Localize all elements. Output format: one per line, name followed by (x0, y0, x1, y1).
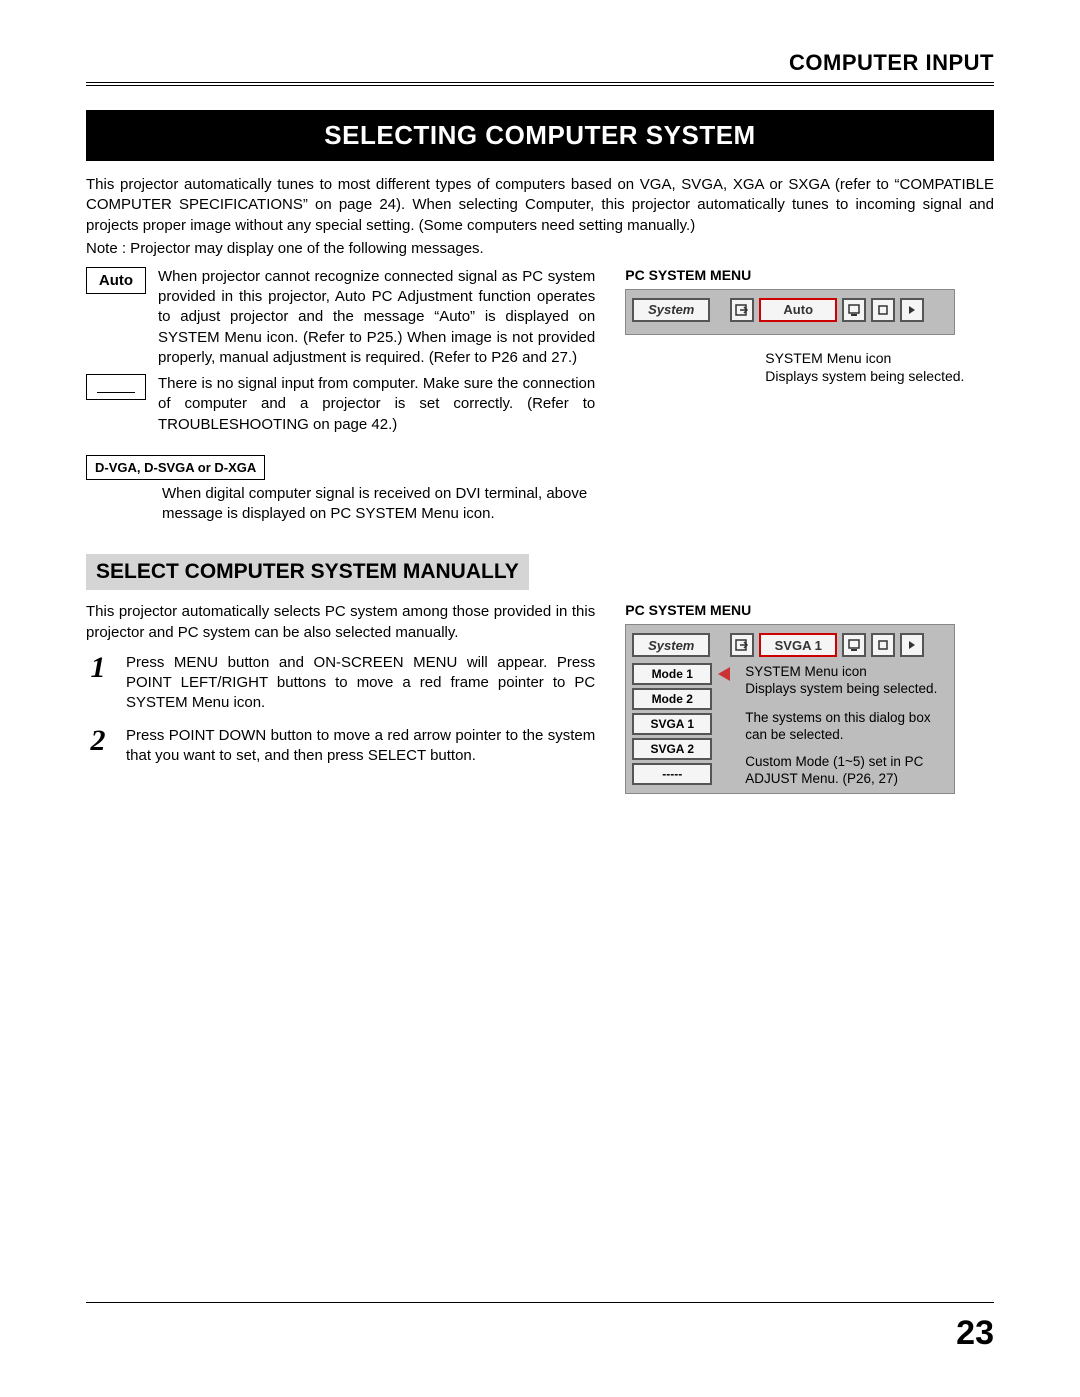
note-line: Note : Projector may display one of the … (86, 240, 994, 257)
menu1-callout: SYSTEM Menu icon Displays system being s… (765, 349, 994, 385)
footer-rule (86, 1302, 994, 1303)
auto-label-box: Auto (86, 267, 146, 294)
menu2-callout-a: SYSTEM Menu icon Displays system being s… (745, 664, 945, 698)
svga1-selected-cell: SVGA 1 (759, 633, 837, 657)
header-rule (86, 82, 994, 86)
svga-2-item: SVGA 2 (632, 738, 712, 760)
auto-message-text: When projector cannot recognize connecte… (158, 267, 595, 368)
next-icon (900, 298, 924, 322)
pc-icon (842, 298, 866, 322)
dvi-label-box: D-VGA, D-SVGA or D-XGA (86, 455, 265, 480)
menu2-callout-c: Custom Mode (1~5) set in PC ADJUST Menu.… (745, 754, 955, 788)
page-section-header: COMPUTER INPUT (86, 50, 994, 76)
next-icon-2 (900, 633, 924, 657)
step-2-number: 2 (86, 726, 110, 756)
menu2-title: PC SYSTEM MENU (625, 602, 994, 618)
input-icon-2 (730, 633, 754, 657)
mode-2-item: Mode 2 (632, 688, 712, 710)
menu2-callout-b: The systems on this dialog box can be se… (745, 710, 955, 744)
menu1-title: PC SYSTEM MENU (625, 267, 994, 283)
pc-system-menu-1: System Auto (625, 289, 955, 335)
svga-1-item: SVGA 1 (632, 713, 712, 735)
system-label-cell-2: System (632, 633, 710, 657)
page-number: 23 (956, 1314, 994, 1353)
intro-paragraph: This projector automatically tunes to mo… (86, 175, 994, 236)
square-icon (871, 298, 895, 322)
auto-selected-cell: Auto (759, 298, 837, 322)
step-2-text: Press POINT DOWN button to move a red ar… (126, 726, 595, 767)
dvi-message-text: When digital computer signal is received… (162, 484, 595, 525)
square-icon-2 (871, 633, 895, 657)
step-1-text: Press MENU button and ON-SCREEN MENU wil… (126, 653, 595, 714)
system-label-cell: System (632, 298, 710, 322)
step-1-number: 1 (86, 653, 110, 683)
mode-1-item: Mode 1 (632, 663, 712, 685)
page-title-banner: SELECTING COMPUTER SYSTEM (86, 110, 994, 161)
input-icon (730, 298, 754, 322)
empty-label-box (86, 374, 146, 400)
section2-heading: SELECT COMPUTER SYSTEM MANUALLY (86, 554, 529, 590)
nosignal-message-text: There is no signal input from computer. … (158, 374, 595, 435)
red-arrow-pointer (718, 667, 730, 681)
section2-intro: This projector automatically selects PC … (86, 602, 595, 643)
blank-mode-item: ----- (632, 763, 712, 785)
pc-icon-2 (842, 633, 866, 657)
